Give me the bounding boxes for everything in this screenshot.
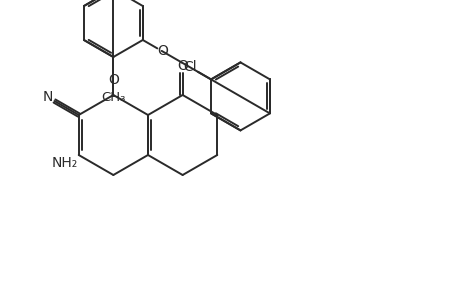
Text: NH₂: NH₂ xyxy=(51,156,78,170)
Text: CH₃: CH₃ xyxy=(101,91,125,103)
Text: O: O xyxy=(108,73,118,87)
Text: Cl: Cl xyxy=(183,60,196,74)
Text: N: N xyxy=(42,90,53,104)
Text: O: O xyxy=(177,59,188,73)
Text: O: O xyxy=(157,44,168,58)
